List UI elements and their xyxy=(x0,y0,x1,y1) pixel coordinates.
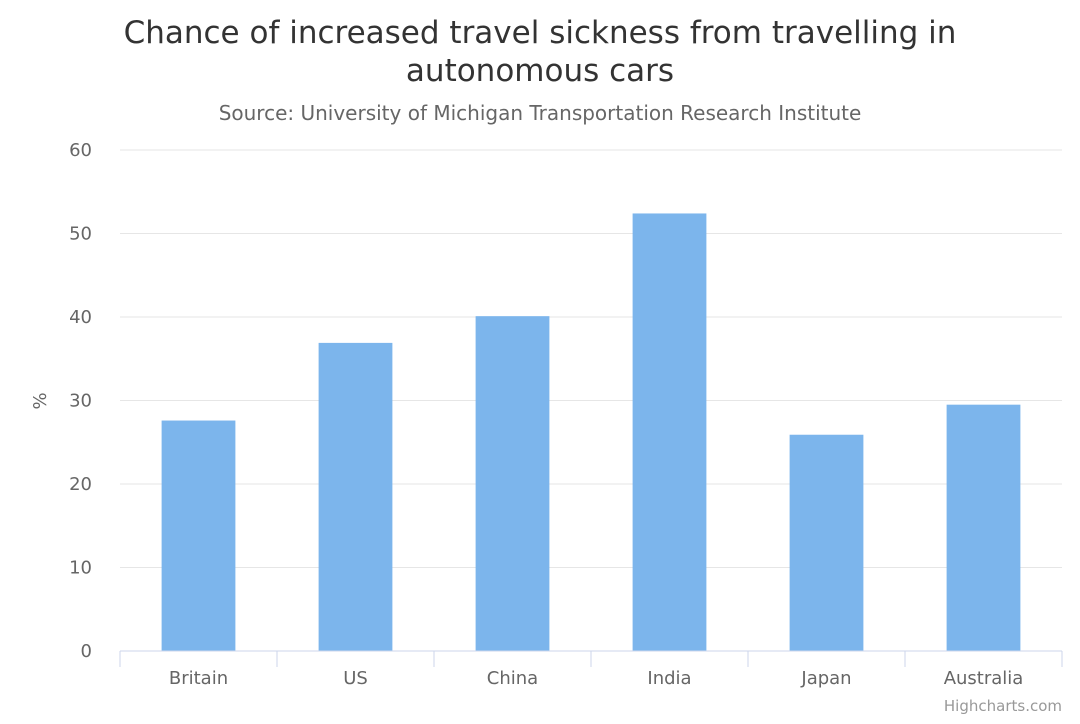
bar-india[interactable] xyxy=(632,213,707,651)
x-axis: Britain US China India Japan Australia xyxy=(119,650,1063,689)
y-tick-label: 60 xyxy=(69,140,92,161)
x-tick-label: Britain xyxy=(169,668,228,689)
y-axis-ticks: 0 10 20 30 40 50 60 xyxy=(69,140,92,662)
bars xyxy=(161,213,1021,651)
y-axis-label: % xyxy=(30,392,51,409)
y-tick-label: 20 xyxy=(69,474,92,495)
chart-title-line-1: Chance of increased travel sickness from… xyxy=(124,15,957,51)
y-tick-label: 10 xyxy=(69,558,92,579)
bar-australia[interactable] xyxy=(946,404,1021,651)
x-tick-label: US xyxy=(343,668,368,689)
grid-lines xyxy=(120,149,1062,568)
x-tick-label: Japan xyxy=(800,668,851,689)
x-tick-label: China xyxy=(487,668,538,689)
x-tick-label: India xyxy=(647,668,691,689)
y-tick-label: 0 xyxy=(81,641,92,662)
y-tick-label: 40 xyxy=(69,307,92,328)
bar-us[interactable] xyxy=(318,342,393,651)
y-tick-label: 30 xyxy=(69,391,92,412)
bar-britain[interactable] xyxy=(161,420,236,651)
credits-link[interactable]: Highcharts.com xyxy=(944,697,1062,715)
bar-china[interactable] xyxy=(475,316,550,651)
bar-japan[interactable] xyxy=(789,434,864,651)
chart-title-line-2: autonomous cars xyxy=(406,53,674,89)
y-tick-label: 50 xyxy=(69,224,92,245)
x-tick-label: Australia xyxy=(944,668,1024,689)
chart-subtitle: Source: University of Michigan Transport… xyxy=(219,101,862,125)
